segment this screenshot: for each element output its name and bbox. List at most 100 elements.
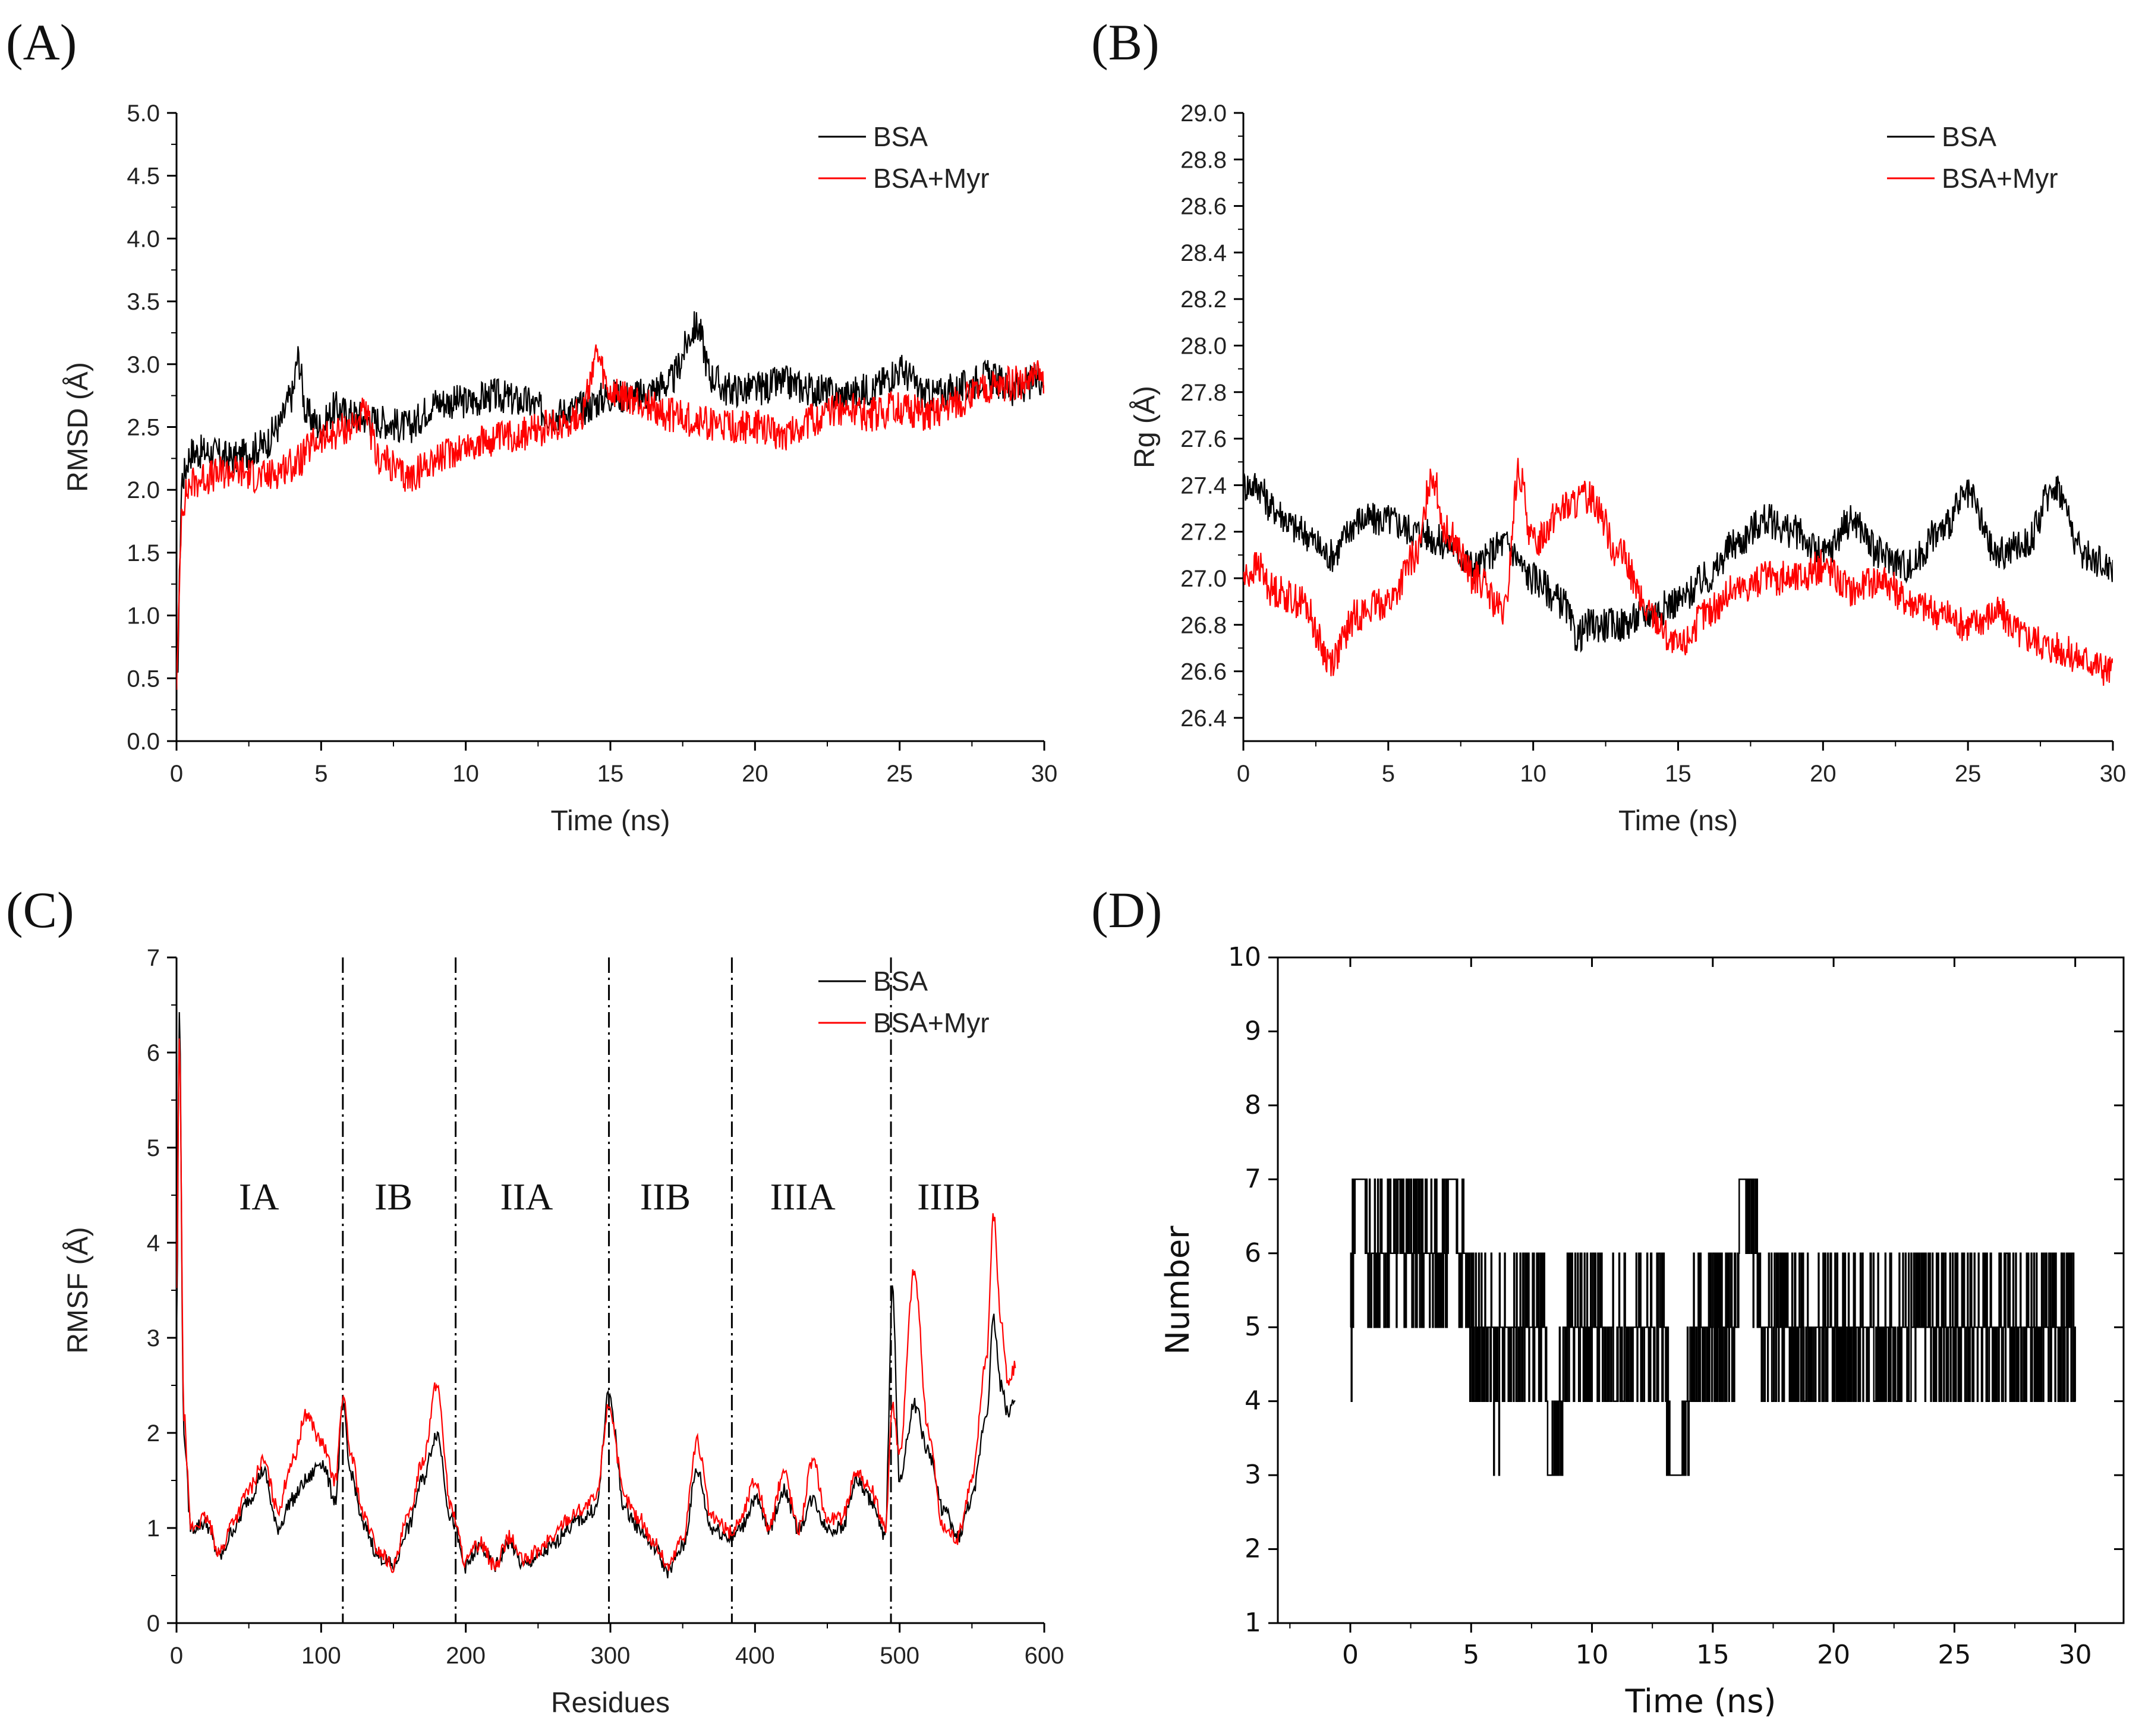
region-label: IIA <box>500 1176 553 1218</box>
region-label: IA <box>239 1176 279 1218</box>
y-tick-label: 28.0 <box>1180 333 1227 359</box>
legend-label: BSA+Myr <box>873 163 990 194</box>
panel-letter: (D) <box>1091 881 1162 938</box>
y-tick-label: 28.6 <box>1180 194 1227 220</box>
y-tick-label: 0.5 <box>127 666 160 692</box>
x-tick-label: 0 <box>1237 761 1250 787</box>
y-tick-label: 7 <box>147 945 160 971</box>
y-tick-label: 8 <box>1245 1090 1261 1120</box>
y-tick-label: 4.5 <box>127 163 160 190</box>
panel-a: (A) 0 5 10 15 20 25 30 0.0 0.5 1.0 1.5 2.0 2.5 3.0 3.5 4… <box>6 14 1057 837</box>
y-tick-label: 10 <box>1228 942 1261 972</box>
legend-label: BSA+Myr <box>1942 163 2058 194</box>
y-tick-label: 2 <box>1245 1534 1261 1564</box>
x-tick-label: 15 <box>1665 761 1691 787</box>
y-tick-label: 3.0 <box>127 352 160 378</box>
panel-letter: (C) <box>6 881 74 938</box>
x-tick-label: 25 <box>886 761 913 787</box>
panel-c: (C) 0 100 200 300 400 500 600 0 1 2 3 4 5 6 7 Residues RM… <box>6 881 1064 1719</box>
x-tick-label: 15 <box>597 761 624 787</box>
y-tick-label: 27.2 <box>1180 519 1227 546</box>
y-tick-label: 1 <box>147 1516 160 1542</box>
y-tick-label: 26.6 <box>1180 659 1227 685</box>
x-tick-label: 20 <box>1817 1640 1850 1670</box>
y-tick-label: 27.6 <box>1180 426 1227 452</box>
y-tick-label: 28.2 <box>1180 286 1227 313</box>
x-axis-title: Time (ns) <box>551 805 670 837</box>
legend-label: BSA <box>873 121 928 152</box>
x-tick-label: 5 <box>1382 761 1395 787</box>
y-tick-label: 27.4 <box>1180 472 1227 499</box>
y-tick-label: 1.5 <box>127 540 160 566</box>
y-tick-label: 26.8 <box>1180 612 1227 638</box>
y-tick-label: 4 <box>1245 1386 1261 1416</box>
series-line-bsa <box>1243 472 2113 653</box>
y-tick-label: 6 <box>1245 1238 1261 1268</box>
y-axis-title: RMSD (Å) <box>62 362 94 492</box>
y-tick-label: 1.0 <box>127 603 160 629</box>
region-label: IIIA <box>770 1176 836 1218</box>
y-tick-label: 2.5 <box>127 415 160 441</box>
y-tick-label: 26.4 <box>1180 705 1227 732</box>
legend-label: BSA <box>1942 121 1996 152</box>
y-tick-label: 27.0 <box>1180 566 1227 592</box>
y-tick-label: 2 <box>147 1420 160 1447</box>
x-tick-label: 10 <box>1576 1640 1609 1670</box>
y-tick-label: 3 <box>1245 1460 1261 1490</box>
panel-b: (B) 0 5 10 15 20 25 30 26.4 26.6 26.8 27.0 27.2 27.4 2… <box>1091 14 2126 837</box>
legend-label: BSA <box>873 966 928 997</box>
y-tick-label: 28.8 <box>1180 147 1227 173</box>
x-tick-label: 0 <box>1342 1640 1359 1670</box>
series-line-h-bonds <box>1350 1179 2076 1476</box>
y-tick-label: 2.0 <box>127 477 160 503</box>
y-tick-label: 3 <box>147 1325 160 1351</box>
y-axis-title: Rg (Å) <box>1129 386 1161 468</box>
x-tick-label: 15 <box>1696 1640 1730 1670</box>
y-tick-label: 7 <box>1245 1164 1261 1194</box>
series-line-bsa-myr <box>177 344 1044 690</box>
x-tick-label: 0 <box>170 1643 183 1669</box>
x-tick-label: 30 <box>2100 761 2127 787</box>
y-tick-label: 4.0 <box>127 226 160 252</box>
y-tick-label: 0.0 <box>127 729 160 755</box>
x-tick-label: 25 <box>1938 1640 1971 1670</box>
x-tick-label: 5 <box>314 761 327 787</box>
region-label: IIIB <box>917 1176 981 1218</box>
y-tick-label: 0 <box>147 1611 160 1637</box>
x-tick-label: 300 <box>591 1643 631 1669</box>
y-tick-label: 27.8 <box>1180 380 1227 406</box>
y-tick-label: 9 <box>1245 1016 1261 1046</box>
y-tick-label: 1 <box>1245 1608 1261 1638</box>
y-tick-label: 4 <box>147 1230 160 1256</box>
x-tick-label: 500 <box>880 1643 919 1669</box>
region-label: IB <box>374 1176 412 1218</box>
y-tick-label: 5 <box>1245 1312 1261 1342</box>
plot-frame <box>1277 956 2125 1624</box>
x-axis-title: Time (ns) <box>1625 1683 1776 1720</box>
series-line-bsa-myr <box>1243 458 2113 686</box>
x-tick-label: 30 <box>2059 1640 2092 1670</box>
x-tick-label: 0 <box>170 761 183 787</box>
y-tick-label: 29.0 <box>1180 100 1227 127</box>
series-line-bsa <box>177 1012 1016 1579</box>
y-tick-label: 5.0 <box>127 100 160 127</box>
x-axis-title: Time (ns) <box>1618 805 1738 837</box>
x-tick-label: 20 <box>1810 761 1837 787</box>
x-tick-label: 400 <box>735 1643 775 1669</box>
y-axis-title: RMSF (Å) <box>62 1227 94 1353</box>
legend-label: BSA+Myr <box>873 1007 990 1038</box>
x-tick-label: 10 <box>452 761 479 787</box>
y-tick-label: 5 <box>147 1135 160 1161</box>
x-tick-label: 100 <box>301 1643 341 1669</box>
x-tick-label: 25 <box>1955 761 1982 787</box>
x-tick-label: 600 <box>1025 1643 1064 1669</box>
series-line-bsa-myr <box>177 1038 1016 1574</box>
y-axis-title: Number <box>1159 1225 1196 1355</box>
panel-letter: (B) <box>1091 14 1160 71</box>
x-tick-label: 30 <box>1031 761 1058 787</box>
y-tick-label: 28.4 <box>1180 240 1227 266</box>
panel-letter: (A) <box>6 14 77 71</box>
region-label: IIB <box>640 1176 691 1218</box>
